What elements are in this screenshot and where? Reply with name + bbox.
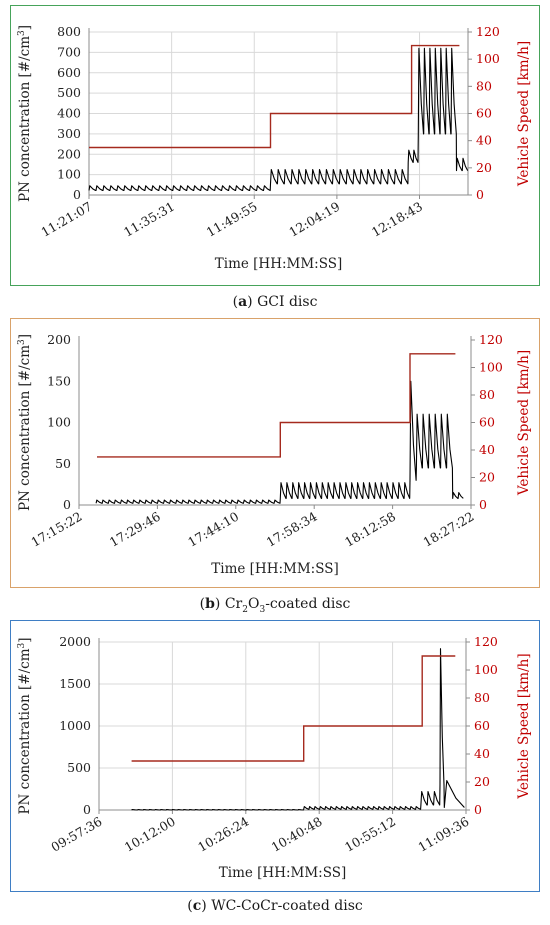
y-tick-label: 0 (83, 802, 91, 817)
x-tick-label: 10:12:00 (122, 814, 178, 855)
y2-tick-label: 60 (479, 415, 495, 430)
y-tick-label: 500 (67, 760, 91, 775)
y2-tick-label: 0 (476, 187, 484, 202)
y2-tick-label: 40 (476, 133, 492, 148)
x-tick-label: 18:12:58 (342, 509, 398, 550)
y-tick-label: 2000 (59, 634, 91, 649)
y2-tick-label: 20 (479, 470, 495, 485)
y-tick-label: 50 (55, 456, 71, 471)
y-tick-label: 500 (57, 85, 81, 100)
chart-a: 0 100 200 300 400 500 600 700 800 0 20 40 60 80 100 120… (17, 24, 532, 272)
y-tick-label: 1000 (59, 718, 91, 733)
x-tick-label: 11:49:55 (204, 199, 260, 240)
chart-b: 0 50 100 150 200 0 20 40 60 80 100 120 17:15:22 17:29… (17, 332, 532, 577)
y2-tick-label: 120 (479, 332, 503, 347)
vehicle-speed-line (89, 44, 460, 149)
y-tick-label: 1500 (59, 676, 91, 691)
y2-tick-label: 80 (479, 387, 495, 402)
x-tick-label: 11:21:07 (38, 199, 94, 240)
y-tick-label: 100 (57, 167, 81, 182)
y2-axis-title: Vehicle Speed [km/h] (516, 41, 532, 187)
y-tick-label: 200 (47, 332, 71, 347)
y-tick-label: 600 (57, 65, 81, 80)
y-tick-label: 700 (57, 44, 81, 59)
x-tick-label: 10:26:24 (195, 814, 251, 855)
y2-tick-label: 100 (479, 360, 503, 375)
y2-tick-label: 80 (476, 78, 492, 93)
y2-tick-label: 100 (476, 51, 500, 66)
y2-tick-label: 20 (474, 774, 490, 789)
y-tick-label: 100 (47, 415, 71, 430)
x-axis-title: Time [HH:MM:SS] (211, 561, 339, 577)
pn-concentration-line (88, 47, 469, 192)
caption-c: (c) WC-CoCr-coated disc (187, 898, 363, 914)
chart-panel-a: 0 100 200 300 400 500 600 700 800 0 20 40 60 80 100 120… (10, 5, 540, 286)
x-tick-label: 18:27:22 (420, 509, 476, 550)
caption-b: (b) Cr2O3-coated disc (199, 596, 351, 615)
vehicle-speed-line (131, 655, 456, 762)
x-tick-label: 11:09:36 (415, 814, 471, 855)
y2-tick-label: 100 (474, 662, 498, 677)
y2-tick-label: 60 (474, 718, 490, 733)
y2-tick-label: 80 (474, 690, 490, 705)
chart-c: 0 500 1000 1500 2000 0 20 40 60 80 100 120 09:57:36 1… (17, 634, 532, 881)
y2-tick-label: 120 (476, 24, 500, 39)
y2-tick-label: 120 (474, 634, 498, 649)
x-tick-label: 12:04:19 (286, 199, 342, 240)
y2-tick-label: 20 (476, 160, 492, 175)
y2-axis-title: Vehicle Speed [km/h] (516, 350, 532, 496)
x-tick-label: 17:58:34 (264, 509, 320, 550)
x-tick-label: 12:18:43 (369, 199, 425, 240)
y-axis-title: PN concentration [#/cm3] (17, 334, 33, 511)
y2-tick-label: 40 (479, 442, 495, 457)
pn-concentration-line (131, 648, 465, 811)
y2-axis-title: Vehicle Speed [km/h] (516, 653, 532, 799)
y2-tick-label: 0 (479, 497, 487, 512)
y2-tick-label: 60 (476, 106, 492, 121)
y-tick-label: 400 (57, 106, 81, 121)
caption-a: (a) GCI disc (232, 294, 318, 310)
y2-tick-label: 40 (474, 746, 490, 761)
x-tick-label: 11:35:31 (121, 199, 177, 240)
vehicle-speed-line (97, 353, 456, 458)
y-tick-label: 0 (73, 187, 81, 202)
y-axis-title: PN concentration [#/cm3] (17, 637, 33, 814)
x-tick-label: 17:44:10 (185, 509, 241, 550)
chart-panel-b: 0 50 100 150 200 0 20 40 60 80 100 120 17:15:22 17:29… (10, 318, 540, 588)
y-tick-label: 800 (57, 24, 81, 39)
y-tick-label: 0 (63, 497, 71, 512)
y-tick-label: 150 (47, 373, 71, 388)
y-tick-label: 300 (57, 126, 81, 141)
x-tick-label: 09:57:36 (48, 814, 104, 855)
y-tick-label: 200 (57, 146, 81, 161)
y2-tick-label: 0 (474, 802, 482, 817)
x-axis-title: Time [HH:MM:SS] (215, 256, 343, 272)
y-axis-title: PN concentration [#/cm3] (17, 25, 33, 202)
chart-panel-c: 0 500 1000 1500 2000 0 20 40 60 80 100 120 09:57:36 1… (10, 620, 540, 892)
pn-concentration-line (95, 380, 464, 504)
x-tick-label: 17:15:22 (28, 509, 84, 550)
x-axis-title: Time [HH:MM:SS] (219, 865, 347, 881)
x-tick-label: 17:29:46 (107, 509, 163, 550)
x-tick-label: 10:55:12 (342, 814, 398, 855)
x-tick-label: 10:40:48 (269, 814, 325, 855)
